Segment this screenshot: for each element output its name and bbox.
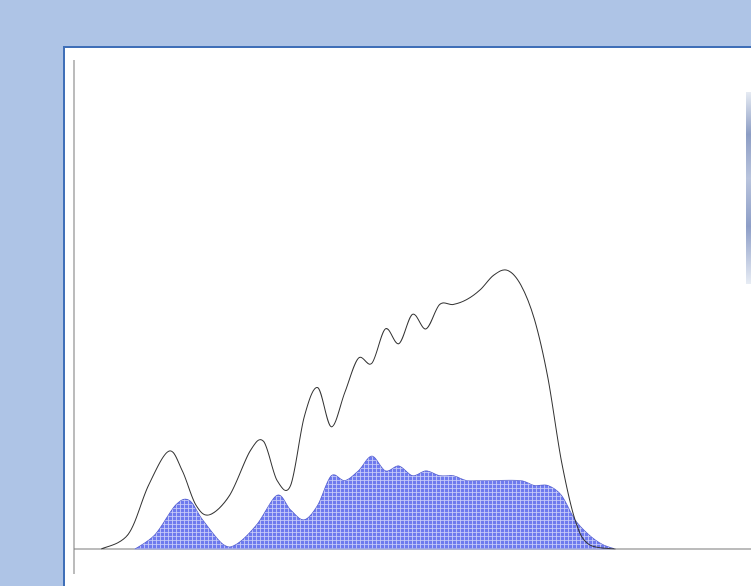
series-area [133, 455, 616, 550]
series-line [100, 269, 616, 550]
chart-plot [73, 60, 751, 574]
chart-window [63, 46, 751, 586]
side-panel-strip [746, 92, 751, 284]
series-layer [100, 269, 616, 550]
